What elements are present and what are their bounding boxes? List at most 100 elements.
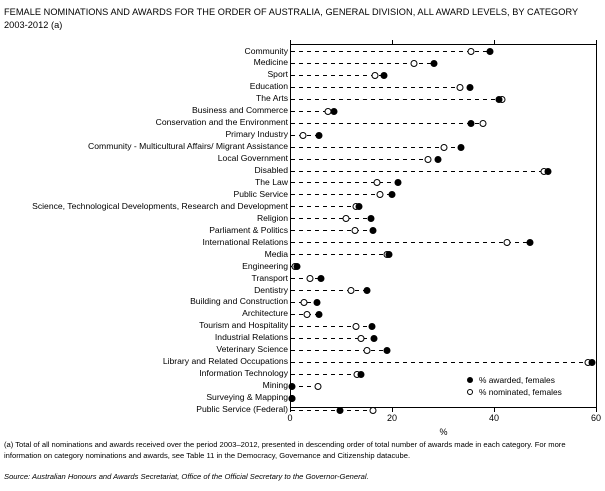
chart-row: International Relations [202,237,597,249]
row-dashed-line [291,325,371,327]
open-circle-icon [467,389,473,395]
data-point-awarded [394,179,402,187]
data-point-awarded [357,370,365,378]
chart-row: Business and Commerce [192,105,597,117]
category-label: Engineering [242,260,288,271]
chart-row: Architecture [242,308,597,320]
chart-row: Conservation and the Environment [156,117,597,129]
data-point-nominated [440,143,448,151]
category-label: Information Technology [199,368,288,379]
chart-row: Disabled [255,165,597,177]
data-point-awarded [330,107,338,115]
category-label: Surveying & Mapping [206,392,288,403]
row-dashed-line [291,409,372,411]
row-dashed-line [291,122,482,124]
row-dashed-line [291,194,391,196]
x-tick-mark [494,408,495,412]
data-point-awarded [495,95,503,103]
plot-top-border [290,44,597,45]
legend-item-nominated: % nominated, females [465,386,562,398]
data-point-awarded [317,275,325,283]
row-dashed-line [291,385,318,387]
data-point-nominated [373,179,381,187]
chart-row: Engineering [242,261,597,273]
row-dashed-line [291,170,548,172]
data-point-nominated [357,334,365,342]
row-dashed-line [291,242,529,244]
category-label: The Arts [256,93,288,104]
data-point-awarded [363,287,371,294]
x-tick-mark [596,408,597,412]
data-point-nominated [363,346,370,354]
plot-right-border [596,44,597,408]
data-point-nominated [300,298,308,306]
row-dashed-line [291,373,361,375]
data-point-nominated [299,131,307,139]
row-dashed-line [291,110,333,112]
data-point-nominated [369,406,377,414]
data-point-awarded [293,263,301,271]
x-tick-label: 20 [386,413,398,423]
data-point-awarded [457,143,465,151]
row-dashed-line [291,337,374,339]
row-dashed-line [291,51,490,52]
chart-row: Mining [263,380,597,392]
row-dashed-line [291,182,397,184]
chart-row: Library and Related Occupations [163,356,597,368]
category-label: Media [264,248,288,259]
category-label: Religion [256,212,288,223]
data-point-awarded [434,155,442,163]
chart-row: Public Service [234,189,597,201]
chart-row: Parliament & Politics [209,225,597,237]
data-point-awarded [588,358,596,366]
data-point-awarded [385,251,393,259]
row-dashed-line [291,146,461,148]
category-label: Business and Commerce [191,105,288,116]
x-tick-mark-top [494,40,495,44]
row-dashed-line [291,254,389,256]
chart-row: Dentistry [254,285,597,297]
data-rows: Community Medicine Sport Education The Arts B… [32,44,597,414]
row-dashed-line [291,218,370,220]
chart-row: Transport [252,273,597,285]
chart-row: Science, Technological Developments, Res… [32,201,597,213]
data-point-awarded [466,83,474,91]
category-label: Community [244,45,288,56]
category-label: Tourism and Hospitality [199,320,288,331]
data-point-awarded [336,406,344,414]
chart-row: Local Government [218,153,597,165]
chart-row: Education [250,81,597,93]
chart-row: Religion [257,213,597,225]
row-dashed-line [291,361,591,363]
data-point-awarded [288,382,296,390]
chart-source: Source: Australian Honours and Awards Se… [4,472,369,481]
data-point-awarded [313,298,321,306]
data-point-awarded [355,203,363,211]
category-label: Primary Industry [225,129,288,140]
data-point-awarded [315,310,323,318]
chart-row: Surveying & Mapping [206,392,597,404]
category-label: Parliament & Politics [209,224,288,235]
row-dashed-line [291,74,384,76]
data-point-nominated [479,119,487,127]
row-dashed-line [291,230,372,232]
data-point-nominated [410,59,418,67]
chart-row: Community - Multicultural Affairs/ Migra… [88,141,597,153]
data-point-nominated [467,48,475,55]
data-point-nominated [342,215,350,223]
x-axis-label: % [439,427,448,437]
chart-row: The Arts [256,93,597,105]
category-label: Public Service [233,188,288,199]
row-dashed-line [291,278,320,280]
category-label: Community - Multicultural Affairs/ Migra… [88,141,288,152]
category-label: Conservation and the Environment [155,117,288,128]
category-label: Science, Technological Developments, Res… [32,200,288,211]
x-tick-label: 60 [590,413,602,423]
category-label: Sport [267,69,288,80]
category-label: Mining [262,380,288,391]
x-tick-mark-top [392,40,393,44]
data-point-nominated [347,287,355,294]
data-point-nominated [314,382,322,390]
x-axis-line [290,407,597,408]
x-tick-label: 40 [488,413,500,423]
